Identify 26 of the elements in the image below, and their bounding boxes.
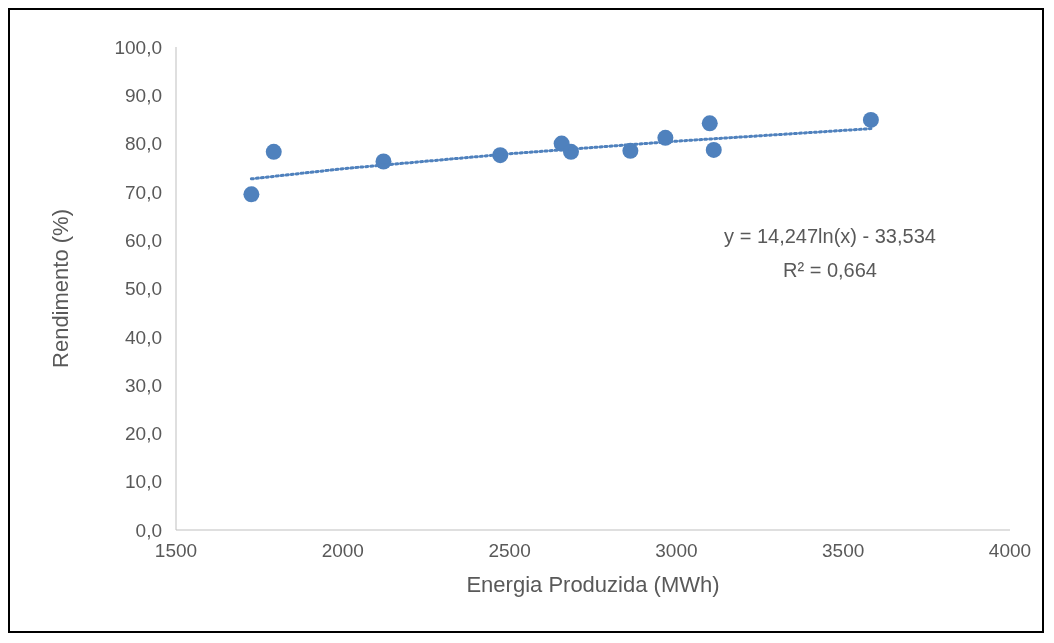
y-tick-label: 10,0 [125, 471, 162, 493]
y-tick-label: 80,0 [125, 133, 162, 155]
y-tick-label: 30,0 [125, 374, 162, 396]
x-tick-label: 1500 [154, 540, 198, 562]
y-axis-title: Rendimento (%) [47, 209, 73, 368]
point [265, 143, 282, 160]
annotation: y = 14,247ln(x) - 33,534 [724, 225, 936, 247]
x-tick-label: 4000 [988, 540, 1032, 562]
x-tick-label: 2500 [488, 540, 531, 562]
y-tick-label: 100,0 [114, 36, 162, 58]
point [243, 186, 260, 203]
y-tick-label: 60,0 [125, 229, 162, 251]
point [705, 141, 722, 158]
y-tick-label: 20,0 [125, 423, 162, 445]
y-tick-label: 0,0 [135, 519, 162, 541]
point [701, 115, 718, 132]
x-axis-title: Energia Produzida (MWh) [466, 572, 720, 597]
x-tick-label: 3000 [655, 540, 698, 562]
y-tick-label: 40,0 [125, 326, 162, 348]
y-tick-label: 90,0 [125, 85, 162, 107]
y-tick-label: 50,0 [125, 278, 162, 300]
point [862, 111, 879, 128]
x-tick-label: 2000 [321, 540, 364, 562]
y-tick-label: 70,0 [125, 181, 162, 203]
annotation: R² = 0,664 [783, 259, 877, 281]
x-tick-label: 3500 [822, 540, 865, 562]
